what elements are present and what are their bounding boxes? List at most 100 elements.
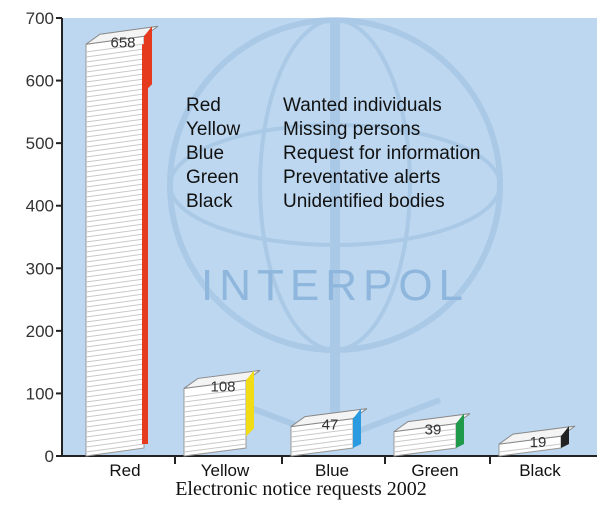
- sheet-line: [85, 78, 145, 88]
- sheet-line: [290, 438, 354, 448]
- sheet-line: [85, 268, 145, 278]
- legend-meaning: Wanted individuals: [283, 95, 442, 116]
- sheet-line: [85, 288, 145, 298]
- sheet-line: [183, 423, 247, 433]
- sheet-line: [183, 443, 247, 453]
- watermark-text: INTERPOL: [201, 261, 469, 310]
- axes: 0 100 200 300 400 500 600 700 Red Yellow Blue Green…: [26, 9, 597, 480]
- sheet-line: [85, 148, 145, 158]
- sheet-line: [85, 98, 145, 108]
- chart-caption: Electronic notice requests 2002: [175, 478, 427, 500]
- bar-blue: 47: [290, 408, 368, 457]
- y-tick-label: 300: [26, 259, 54, 278]
- bar-color-tab: [456, 413, 464, 448]
- legend-key: Yellow: [186, 119, 241, 140]
- bar-top-sheet: [183, 369, 261, 389]
- sheet-line: [85, 138, 145, 148]
- sheet-line: [85, 358, 145, 368]
- bar-top-sheet: [393, 413, 471, 433]
- sheet-line: [85, 373, 145, 383]
- y-tick-label: 500: [26, 134, 54, 153]
- sheet-line: [85, 58, 145, 68]
- sheet-line: [85, 443, 145, 453]
- sheet-line: [85, 343, 145, 353]
- sheet-line: [183, 388, 247, 398]
- x-tick-label: Yellow: [201, 461, 250, 480]
- sheet-line: [85, 53, 145, 63]
- sheet-line: [393, 443, 457, 453]
- sheet-line: [85, 73, 145, 83]
- legend-meaning: Unidentified bodies: [283, 191, 445, 212]
- sheet-line: [85, 133, 145, 143]
- sheet-line: [85, 273, 145, 283]
- sheet-line: [85, 388, 145, 398]
- sheet-line: [85, 263, 145, 273]
- sheet-line: [85, 318, 145, 328]
- sheet-line: [183, 408, 247, 418]
- sheet-line: [183, 398, 247, 408]
- sheet-line: [85, 423, 145, 433]
- sheet-line: [498, 443, 562, 453]
- legend-key: Blue: [186, 143, 224, 164]
- sheet-line: [85, 303, 145, 313]
- sheet-line: [393, 433, 457, 443]
- sheet-line: [183, 428, 247, 438]
- sheet-line: [85, 258, 145, 268]
- sheet-line: [85, 223, 145, 233]
- sheet-line: [85, 408, 145, 418]
- sheet-line: [85, 428, 145, 438]
- sheet-line: [85, 48, 145, 58]
- sheet-line: [85, 113, 145, 123]
- bar-value-label: 47: [322, 417, 339, 434]
- sheet-line: [85, 403, 145, 413]
- sheet-line: [85, 103, 145, 113]
- x-tick-label: Red: [109, 461, 140, 480]
- sheet-line: [393, 438, 457, 448]
- legend-key: Black: [186, 191, 233, 212]
- sheet-line: [85, 278, 145, 288]
- legend: Red Wanted individuals Yellow Missing perso…: [186, 95, 481, 212]
- y-tick-label: 100: [26, 384, 54, 403]
- bar-top-sheet: [85, 25, 159, 45]
- sheet-line: [85, 248, 145, 258]
- bar-value-label: 658: [110, 34, 135, 51]
- bar-color-tab: [353, 408, 361, 448]
- sheet-line: [85, 118, 145, 128]
- sheet-line: [85, 123, 145, 133]
- bar-yellow: 108: [183, 369, 261, 457]
- sheet-line: [85, 323, 145, 333]
- x-tick-label: Blue: [315, 461, 349, 480]
- sheet-line: [85, 83, 145, 93]
- sheet-line: [85, 293, 145, 303]
- sheet-line: [85, 348, 145, 358]
- sheet-line: [85, 413, 145, 423]
- bar-value-label: 39: [425, 422, 442, 439]
- bar-red: 658: [85, 25, 159, 457]
- sheet-line: [85, 158, 145, 168]
- sheet-line: [85, 243, 145, 253]
- sheet-line: [85, 233, 145, 243]
- sheet-line: [85, 228, 145, 238]
- sheet-line: [183, 438, 247, 448]
- sheet-line: [85, 218, 145, 228]
- legend-meaning: Request for information: [283, 143, 481, 164]
- sheet-line: [85, 253, 145, 263]
- sheet-line: [85, 183, 145, 193]
- bar-color-tab: [561, 426, 569, 448]
- sheet-line: [85, 328, 145, 338]
- sheet-line: [183, 413, 247, 423]
- bars: 658 108 47 39 19: [85, 25, 576, 457]
- sheet-line: [85, 338, 145, 348]
- sheet-line: [85, 438, 145, 448]
- sheet-line: [85, 418, 145, 428]
- sheet-line: [85, 333, 145, 343]
- sheet-line: [85, 128, 145, 138]
- sheet-line: [85, 208, 145, 218]
- sheet-line: [85, 378, 145, 388]
- sheet-line: [85, 63, 145, 73]
- sheet-line: [85, 283, 145, 293]
- y-tick-label: 600: [26, 72, 54, 91]
- bar-color-tab: [246, 370, 254, 437]
- sheet-line: [290, 433, 354, 443]
